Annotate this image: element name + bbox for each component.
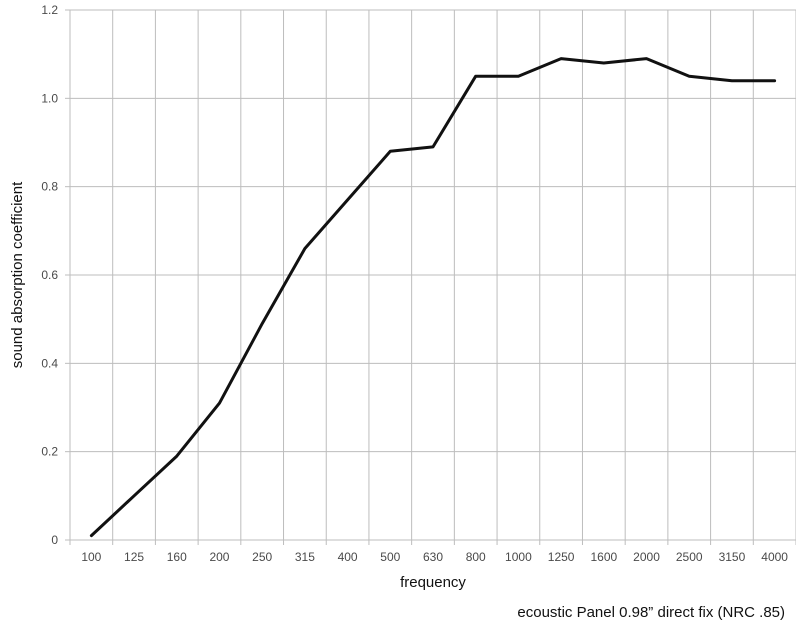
y-tick-labels: 0 0.2 0.4 0.6 0.8 1.0 1.2 [41, 3, 58, 547]
x-tick-label: 3150 [719, 550, 746, 564]
x-tick-label: 4000 [761, 550, 788, 564]
grid [70, 9, 796, 540]
x-tick-label: 250 [252, 550, 272, 564]
x-tick-label: 315 [295, 550, 315, 564]
x-tick-label: 160 [167, 550, 187, 564]
y-tick-label: 1.2 [41, 3, 58, 17]
x-tick-label: 1250 [548, 550, 575, 564]
x-tick-label: 1000 [505, 550, 532, 564]
series-line [89, 57, 777, 538]
x-tick-labels: 100 125 160 200 250 315 400 500 630 800 1000 1250 16… [81, 550, 788, 564]
chart-caption: ecoustic Panel 0.98” direct fix (NRC .85… [517, 604, 785, 621]
x-tick-label: 2500 [676, 550, 703, 564]
x-tick-label: 100 [81, 550, 101, 564]
x-tick-label: 500 [380, 550, 400, 564]
x-tick-label: 800 [466, 550, 486, 564]
x-tick-label: 125 [124, 550, 144, 564]
x-tick-label: 2000 [633, 550, 660, 564]
x-axis-title: frequency [400, 574, 466, 591]
axes [65, 9, 796, 545]
y-tick-label: 1.0 [41, 91, 58, 105]
series [89, 57, 777, 538]
x-tick-label: 400 [338, 550, 358, 564]
x-tick-label: 200 [209, 550, 229, 564]
x-tick-label: 630 [423, 550, 443, 564]
y-tick-label: 0 [51, 533, 58, 547]
y-tick-label: 0.6 [41, 268, 58, 282]
x-tick-label: 1600 [590, 550, 617, 564]
y-tick-label: 0.8 [41, 180, 58, 194]
y-tick-label: 0.2 [41, 445, 58, 459]
y-tick-label: 0.4 [41, 356, 58, 370]
y-axis-title: sound absorption coefficient [9, 181, 26, 368]
